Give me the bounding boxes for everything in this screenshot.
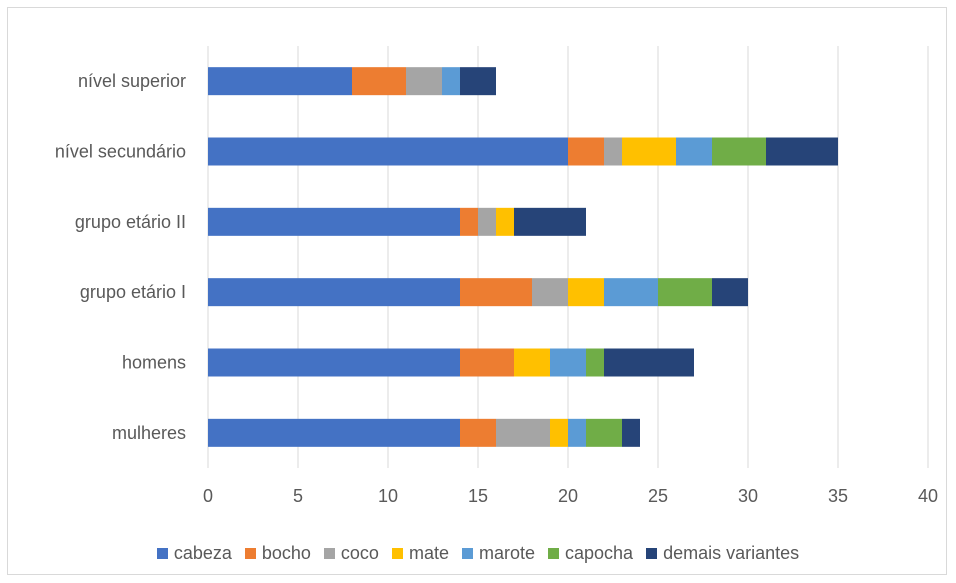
- legend-swatch: [461, 547, 473, 559]
- x-tick-label: 25: [648, 486, 668, 506]
- legend: cabeza bocho coco mate marote capocha demais v…: [0, 541, 956, 565]
- bar-segment-bocho: [460, 207, 478, 236]
- legend-swatch: [548, 547, 560, 559]
- category-label: nível secundário: [55, 142, 186, 162]
- bar-chart: mulheres homens grupo etário I grupo etário…: [55, 46, 938, 506]
- bar-segment-cabeza: [208, 137, 568, 166]
- legend-label: cabeza: [173, 542, 232, 563]
- x-tick-label: 35: [828, 486, 848, 506]
- x-tick-label: 20: [558, 486, 578, 506]
- bar-segment-bocho: [460, 348, 514, 377]
- x-tick-label: 0: [203, 486, 213, 506]
- bar-segment-cabeza: [208, 348, 460, 377]
- bar-segment-mate: [550, 418, 568, 447]
- legend-label: demais variantes: [663, 542, 800, 563]
- bar-segment-demais-variantes: [712, 278, 748, 307]
- bar-segment-demais-variantes: [766, 137, 838, 166]
- x-tick-label: 10: [378, 486, 398, 506]
- bar-segment-demais-variantes: [622, 418, 640, 447]
- legend-item: marote: [461, 542, 536, 564]
- legend-label: bocho: [261, 542, 311, 563]
- bar-segment-cabeza: [208, 418, 460, 447]
- category-label: grupo etário I: [80, 282, 186, 302]
- legend-label: coco: [340, 542, 379, 563]
- bar-segment-cabeza: [208, 278, 460, 307]
- legend-item: capocha: [548, 543, 633, 564]
- bar-segment-bocho: [460, 418, 496, 447]
- legend-item: demais variantes: [646, 543, 799, 564]
- bar-segment-marote: [442, 67, 460, 96]
- bar-segment-marote: [568, 418, 586, 447]
- legend-label: marote: [478, 542, 536, 563]
- bar-segment-demais-variantes: [604, 348, 694, 377]
- category-label: mulheres: [112, 423, 186, 443]
- bar-segment-coco: [532, 278, 568, 307]
- legend-swatch: [646, 547, 658, 559]
- bar-segment-marote: [604, 278, 658, 307]
- bar-segment-bocho: [568, 137, 604, 166]
- legend-item: bocho: [244, 542, 311, 564]
- bar-segment-cabeza: [208, 67, 352, 96]
- bar-segment-coco: [406, 67, 442, 96]
- x-tick-label: 15: [468, 486, 488, 506]
- bar-segment-mate: [622, 137, 676, 166]
- legend-item: coco: [323, 542, 379, 564]
- x-tick-label: 30: [738, 486, 758, 506]
- x-tick-label: 40: [918, 486, 938, 506]
- category-label: homens: [122, 353, 186, 373]
- x-tick-labels: 0 5 10 15 20 25 30 35 40: [203, 486, 938, 506]
- bar-segment-coco: [478, 207, 496, 236]
- x-tick-label: 5: [293, 486, 303, 506]
- bar-segment-coco: [496, 418, 550, 447]
- legend-label: capocha: [565, 542, 634, 563]
- bars: [208, 67, 838, 447]
- legend-swatch: [156, 547, 168, 559]
- category-labels: mulheres homens grupo etário I grupo etário…: [55, 71, 186, 443]
- legend-swatch: [391, 547, 403, 559]
- legend-item: mate: [391, 542, 449, 564]
- bar-segment-capocha: [712, 137, 766, 166]
- bar-segment-bocho: [352, 67, 406, 96]
- bar-segment-bocho: [460, 278, 532, 307]
- bar-segment-marote: [550, 348, 586, 377]
- bar-segment-mate: [514, 348, 550, 377]
- bar-segment-demais-variantes: [460, 67, 496, 96]
- gridlines: [207, 46, 929, 468]
- bar-segment-capocha: [586, 348, 604, 377]
- legend-label: mate: [408, 542, 449, 563]
- category-label: nível superior: [78, 71, 186, 91]
- bar-segment-capocha: [586, 418, 622, 447]
- bar-segment-marote: [676, 137, 712, 166]
- bar-segment-mate: [568, 278, 604, 307]
- legend-item: cabeza: [156, 542, 232, 564]
- bar-segment-mate: [496, 207, 514, 236]
- bar-segment-demais-variantes: [514, 207, 586, 236]
- bar-segment-cabeza: [208, 207, 460, 236]
- bar-segment-coco: [604, 137, 622, 166]
- legend-swatch: [244, 547, 256, 559]
- category-label: grupo etário II: [75, 212, 186, 232]
- legend-swatch: [323, 547, 335, 559]
- bar-segment-capocha: [658, 278, 712, 307]
